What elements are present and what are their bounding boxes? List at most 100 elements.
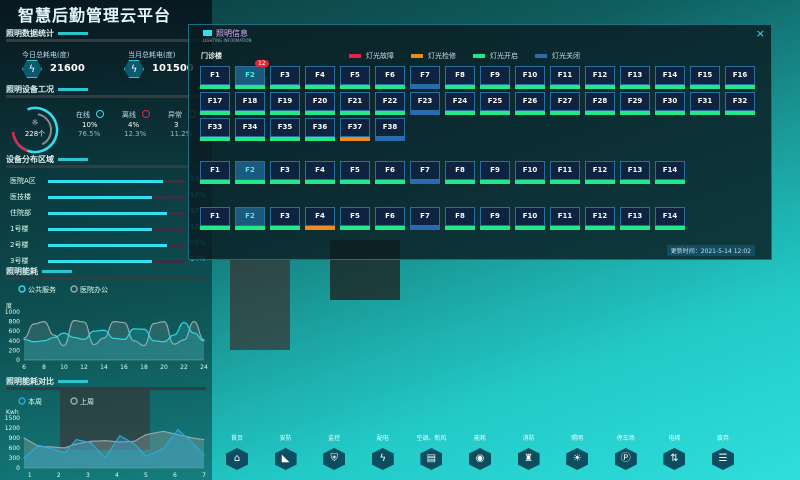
floor-tile[interactable]: F9 [480, 66, 510, 89]
floor-tile[interactable]: F38 [375, 118, 405, 141]
floor-tile[interactable]: F25 [480, 92, 510, 115]
floor-tile[interactable]: F13 [620, 66, 650, 89]
floor-tile[interactable]: F1 [200, 161, 230, 184]
floor-tile[interactable]: F4 [305, 66, 335, 89]
nav-item-lightning[interactable]: 配电 ϟ [363, 433, 403, 470]
floor-tile[interactable]: F12 [585, 207, 615, 230]
close-icon[interactable]: × [755, 27, 765, 40]
series-area [24, 429, 204, 468]
floor-tile[interactable]: F12 [585, 161, 615, 184]
floor-status-bar [410, 180, 440, 184]
floor-tile[interactable]: F9 [480, 161, 510, 184]
floor-tile[interactable]: F19 [270, 92, 300, 115]
condition-label: 异常 [168, 111, 182, 119]
floor-tile[interactable]: F21 [340, 92, 370, 115]
floor-tile[interactable]: F37 [340, 118, 370, 141]
floor-tile[interactable]: F8 [445, 161, 475, 184]
floor-tile[interactable]: F14 [655, 66, 685, 89]
nav-item-parking[interactable]: 停车场 Ⓟ [606, 433, 646, 470]
floor-tile[interactable]: F10 [515, 207, 545, 230]
floor-tile[interactable]: F6 [375, 161, 405, 184]
floor-tile[interactable]: F11 [550, 207, 580, 230]
floor-tile[interactable]: F6 [375, 207, 405, 230]
nav-item-home[interactable]: 首页 ⌂ [217, 433, 257, 470]
floor-tile[interactable]: F23 [410, 92, 440, 115]
floor-tile[interactable]: F1 [200, 207, 230, 230]
floor-label: F37 [340, 118, 370, 137]
data-point [193, 321, 195, 323]
floor-label: F12 [585, 207, 615, 226]
nav-item-air-conditioner[interactable]: 空调、新风 ▤ [411, 433, 451, 470]
floor-tile[interactable]: F11 [550, 161, 580, 184]
section-energy: 照明能耗 [6, 266, 72, 277]
floor-tile[interactable]: F20 [305, 92, 335, 115]
floor-label: F7 [410, 161, 440, 180]
floor-tile[interactable]: F30 [655, 92, 685, 115]
floor-label: F25 [480, 92, 510, 111]
floor-tile[interactable]: F24 [445, 92, 475, 115]
nav-item-energy[interactable]: 能耗 ◉ [460, 433, 500, 470]
floor-tile[interactable]: F18 [235, 92, 265, 115]
y-tick-label: 1500 [5, 415, 20, 422]
floor-tile[interactable]: F27 [550, 92, 580, 115]
nav-label: 配电 [376, 435, 389, 442]
nav-item-waste[interactable]: 废弃 ☰ [703, 433, 743, 470]
floor-tile[interactable]: F10 [515, 66, 545, 89]
floor-tile[interactable]: F4 [305, 207, 335, 230]
floor-tile[interactable]: F6 [375, 66, 405, 89]
nav-item-camera[interactable]: 安防 ◣ [266, 433, 306, 470]
floor-tile[interactable]: F26 [515, 92, 545, 115]
nav-item-bulb[interactable]: 照明 ☀ [557, 433, 597, 470]
floor-tile[interactable]: F3 [270, 66, 300, 89]
nav-item-elevator[interactable]: 电梯 ⇅ [654, 433, 694, 470]
floor-tile[interactable]: F4 [305, 161, 335, 184]
floor-tile[interactable]: F9 [480, 207, 510, 230]
floor-tile[interactable]: F5 [340, 207, 370, 230]
floor-tile[interactable]: F31 [690, 92, 720, 115]
floor-tile[interactable]: F5 [340, 66, 370, 89]
floor-tile[interactable]: F10 [515, 161, 545, 184]
floor-tile[interactable]: F12 [585, 66, 615, 89]
floor-status-bar [550, 85, 580, 89]
floor-tile[interactable]: F14 [655, 161, 685, 184]
floor-tile[interactable]: F15 [690, 66, 720, 89]
floor-tile[interactable]: F29 [620, 92, 650, 115]
floor-tile[interactable]: F7 [410, 207, 440, 230]
floor-tile[interactable]: F28 [585, 92, 615, 115]
nav-item-hydrant[interactable]: 消防 ♜ [509, 433, 549, 470]
floor-tile[interactable]: F16 [725, 66, 755, 89]
floor-tile[interactable]: F33 [200, 118, 230, 141]
floor-tile[interactable]: F11 [550, 66, 580, 89]
floor-tile[interactable]: F5 [340, 161, 370, 184]
y-tick-label: 600 [9, 445, 21, 452]
floor-tile[interactable]: F22 [375, 92, 405, 115]
floor-label: F1 [200, 207, 230, 226]
floor-tile[interactable]: F13 [620, 161, 650, 184]
data-point [203, 454, 205, 456]
floor-tile[interactable]: F13 [620, 207, 650, 230]
floor-tile[interactable]: F2 [235, 207, 265, 230]
floor-status-bar [620, 85, 650, 89]
floor-tile[interactable]: F2 12 [235, 60, 269, 89]
floor-tile[interactable]: F17 [200, 92, 230, 115]
floor-tile[interactable]: F7 [410, 66, 440, 89]
y-axis-label: Kwh [6, 409, 19, 416]
floor-tile[interactable]: F8 [445, 66, 475, 89]
title-marker-icon [203, 30, 212, 36]
total-count: 228个 [25, 130, 45, 138]
floor-tile[interactable]: F3 [270, 207, 300, 230]
floor-tile[interactable]: F8 [445, 207, 475, 230]
floor-tile[interactable]: F36 [305, 118, 335, 141]
floor-tile[interactable]: F35 [270, 118, 300, 141]
floor-tile[interactable]: F7 [410, 161, 440, 184]
floor-tile[interactable]: F1 [200, 66, 230, 89]
floor-label: F2 [235, 207, 265, 226]
data-point [43, 321, 45, 323]
nav-item-shield[interactable]: 监控 ⛨ [314, 433, 354, 470]
floor-tile[interactable]: F34 [235, 118, 265, 141]
floor-tile[interactable]: F3 [270, 161, 300, 184]
series-line [23, 430, 205, 449]
floor-tile[interactable]: F14 [655, 207, 685, 230]
floor-tile[interactable]: F2 [235, 161, 265, 184]
floor-tile[interactable]: F32 [725, 92, 755, 115]
